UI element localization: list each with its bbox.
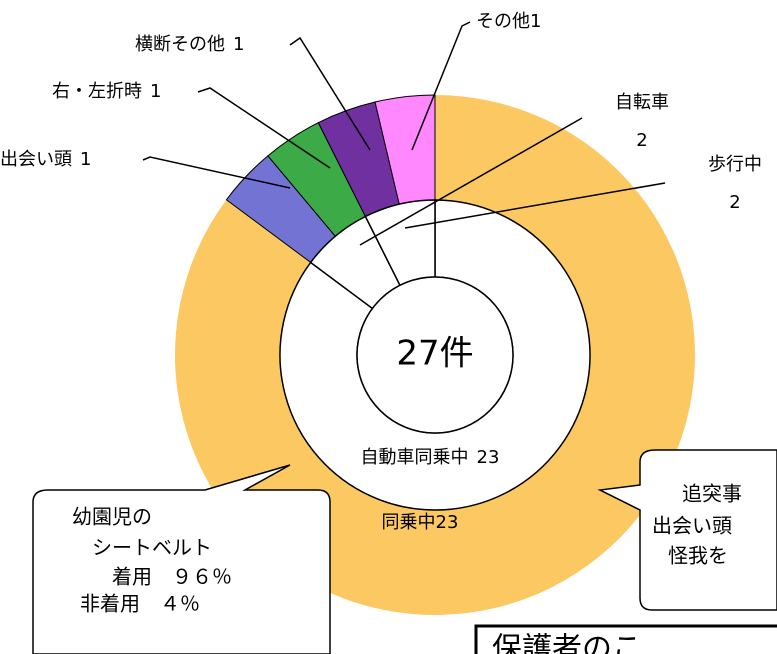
center-label: 27件 xyxy=(396,334,473,374)
segment-label-category: 出会い頭 xyxy=(0,149,72,170)
inner-value: 2 xyxy=(729,192,740,213)
inner-label-value: 23 xyxy=(477,447,500,468)
segment-label-value: 1 xyxy=(150,81,161,102)
inner-value: 2 xyxy=(636,130,647,151)
inner-label-category: 自動車同乗中 xyxy=(361,447,469,468)
segment-label: 同乗中23 xyxy=(382,512,459,533)
segment-label-value: 1 xyxy=(80,149,91,170)
inner-label: 自動車同乗中 23 xyxy=(361,447,500,468)
inner-label: 歩行中 xyxy=(708,154,762,175)
segment-label-value: 23 xyxy=(436,512,459,533)
callout-text: シートベルト xyxy=(92,536,212,560)
segment-label-value: 1 xyxy=(233,34,244,55)
callout-text: 幼園児の xyxy=(72,505,152,529)
segment-label-category: 横断その他 xyxy=(135,34,225,55)
segment-label-category: その他 xyxy=(476,11,530,32)
segment-label-category: 右・左折時 xyxy=(52,81,142,102)
callout-text: 非着用 ４％ xyxy=(80,592,200,616)
segment-label-category: 同乗中 xyxy=(382,512,436,533)
chart: 27件同乗中23出会い頭1右・左折時1横断その他1その他1自動車同乗中23自転車… xyxy=(0,0,777,654)
callout-text: 追突事 xyxy=(682,482,742,506)
inner-label: 自転車 xyxy=(615,92,669,113)
callout-text: 出会い頭 xyxy=(652,514,732,538)
segment-label-value: 1 xyxy=(530,11,541,32)
callout-text: 怪我を xyxy=(668,544,728,568)
note-text: 保護者のこ xyxy=(492,632,642,654)
callout-bubble xyxy=(33,465,330,654)
segment-label: その他1 xyxy=(476,11,541,32)
callout-text: 着用 ９６％ xyxy=(112,565,232,589)
